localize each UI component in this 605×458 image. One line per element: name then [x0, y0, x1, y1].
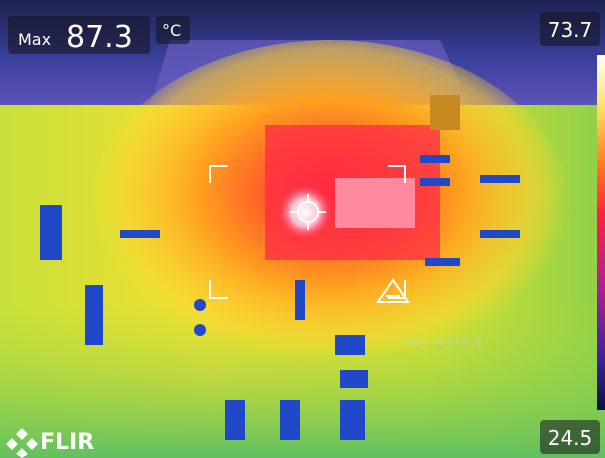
hot-chip-core [335, 178, 415, 228]
scale-min: 24.5 [548, 426, 593, 450]
brand: FLIR [40, 430, 94, 455]
color-scale [597, 55, 605, 410]
readout-unit: °C [162, 21, 181, 40]
thermal-view: HOT SURFACE Max 87.3 °C 73.7 24.5 FLIR [0, 0, 605, 458]
readout-label: Max [18, 30, 51, 49]
page: {"readout": {"label": "Max", "value": 87… [0, 0, 605, 458]
board-text: HOT SURFACE [405, 335, 482, 348]
readout-value: 87.3 [66, 20, 133, 55]
scale-max: 73.7 [548, 18, 593, 42]
